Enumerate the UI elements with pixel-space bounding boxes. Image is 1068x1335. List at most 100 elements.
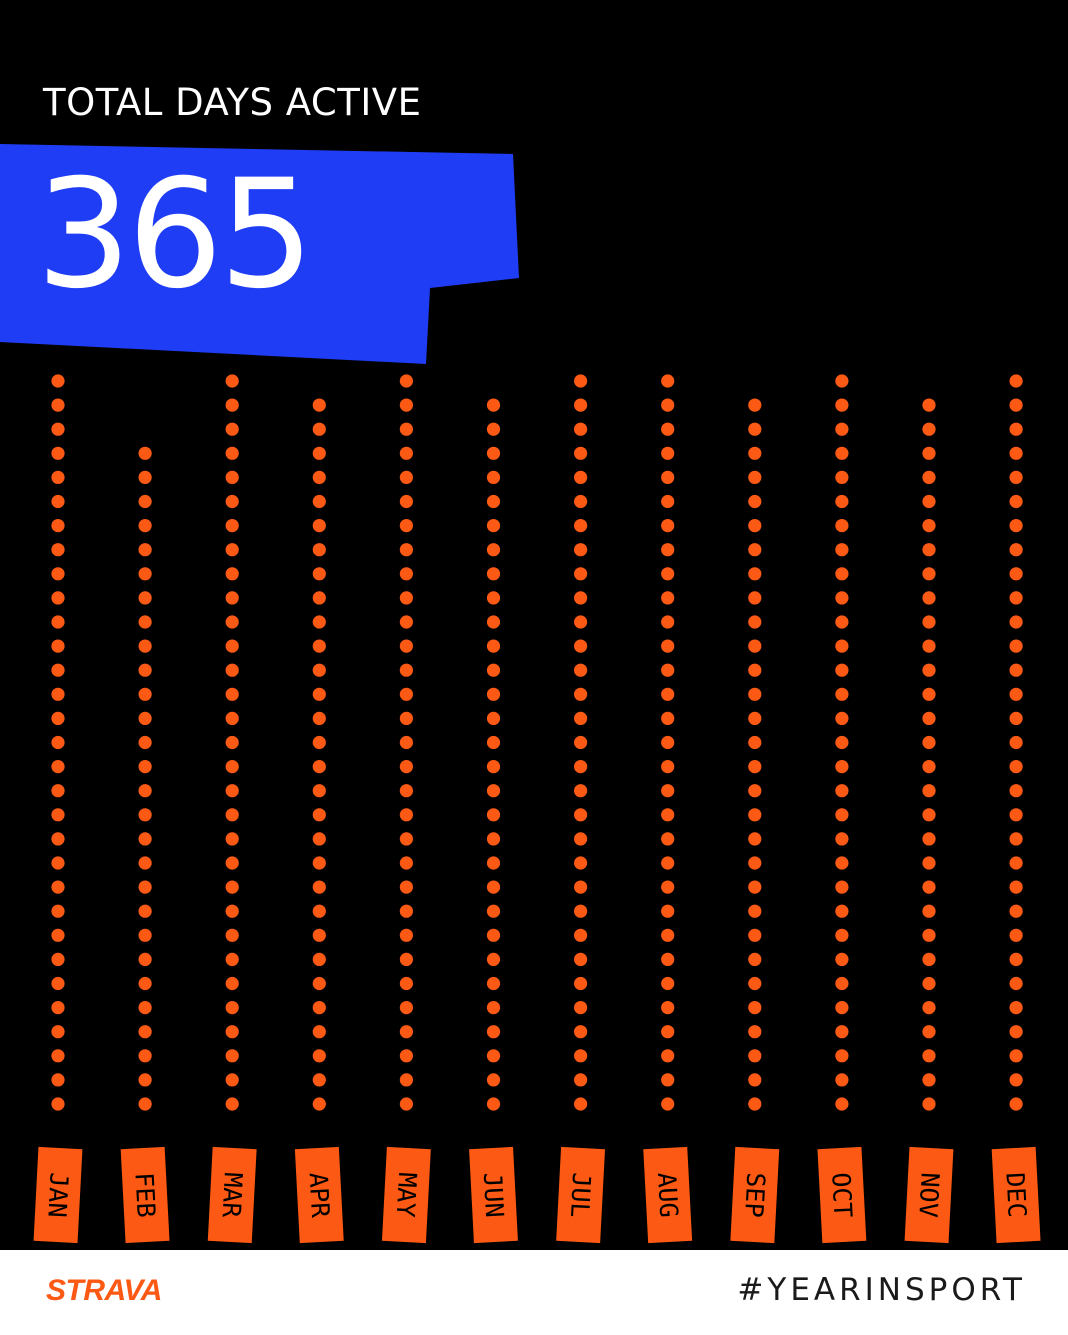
day-dot [225, 735, 239, 750]
day-dot [399, 952, 413, 967]
day-dot [486, 663, 501, 677]
month-column-jun: JUN [469, 398, 518, 1244]
month-label: JAN [42, 1172, 73, 1219]
hashtag: #YEARINSPORT [737, 1272, 1026, 1308]
day-dot [835, 591, 849, 605]
day-dot [51, 422, 65, 436]
day-dot [51, 976, 65, 991]
day-dot [748, 784, 762, 798]
day-dot [748, 1001, 762, 1015]
day-dot [661, 880, 675, 894]
day-dot [922, 928, 936, 942]
month-column-may: MAY [381, 374, 431, 1244]
month-label-box [207, 1146, 257, 1244]
day-dot [661, 470, 675, 484]
day-dot [922, 711, 936, 726]
day-dot [399, 832, 413, 846]
day-dot [225, 928, 239, 942]
day-dot [835, 808, 849, 822]
day-dot [1009, 398, 1023, 412]
day-dot [51, 470, 65, 484]
month-label-box [904, 1146, 954, 1244]
day-dot [574, 567, 588, 581]
day-dot [1009, 687, 1023, 701]
day-dot [835, 904, 849, 918]
day-dot [486, 952, 501, 967]
month-column-aug: AUG [643, 374, 693, 1244]
day-dot [51, 687, 65, 701]
day-dot [835, 639, 849, 653]
day-dot [138, 1001, 152, 1015]
day-dot [1009, 832, 1023, 846]
day-dot [835, 398, 849, 412]
day-dot [399, 446, 413, 460]
day-dot [399, 711, 413, 726]
day-dot [835, 832, 849, 846]
day-dot [138, 494, 152, 509]
day-dot [574, 952, 588, 967]
day-dot [748, 446, 762, 460]
stat-banner [0, 144, 519, 364]
day-dot [661, 543, 675, 557]
day-dot [661, 398, 675, 412]
day-dot [225, 1049, 239, 1063]
day-dot [51, 374, 65, 388]
day-dot [574, 591, 588, 605]
day-dot [51, 880, 65, 894]
day-dot [748, 567, 762, 581]
day-dot [51, 832, 65, 846]
day-dot [748, 615, 762, 629]
day-dot [399, 735, 413, 750]
day-dot [922, 687, 936, 701]
month-tag: DEC [991, 1146, 1041, 1244]
day-dot [225, 711, 239, 726]
day-dot [138, 952, 152, 967]
month-label: FEB [129, 1172, 160, 1219]
day-dot [748, 1097, 762, 1111]
month-label-box [817, 1146, 867, 1244]
day-dot [661, 1073, 675, 1087]
day-dot [835, 519, 849, 533]
day-dot [661, 446, 675, 460]
day-dot [399, 1025, 413, 1039]
day-dot [574, 1097, 588, 1111]
day-dot [1009, 639, 1023, 653]
day-dot [312, 735, 326, 750]
day-dot [399, 928, 413, 942]
day-dot [748, 760, 762, 774]
day-dot [922, 494, 936, 509]
month-label: OCT [826, 1172, 857, 1219]
month-label: SEP [739, 1172, 770, 1219]
day-dot [574, 832, 588, 846]
day-dot [486, 784, 501, 798]
day-dot [138, 856, 152, 870]
day-dot [51, 952, 65, 967]
day-dot [486, 470, 501, 484]
day-dot [399, 1073, 413, 1087]
day-dot [138, 1073, 152, 1087]
day-dot [922, 1001, 936, 1015]
day-dot [138, 1025, 152, 1039]
day-dot [399, 784, 413, 798]
month-tag: MAY [381, 1146, 431, 1244]
day-dot [312, 976, 326, 991]
day-dot [835, 760, 849, 774]
day-dot [574, 374, 588, 388]
day-dot [1009, 1049, 1023, 1063]
month-label-box [469, 1146, 518, 1244]
day-dot [486, 735, 501, 750]
day-dot [312, 519, 326, 533]
day-dot [312, 808, 326, 822]
day-dot [1009, 1001, 1023, 1015]
day-dot [138, 928, 152, 942]
day-dot [486, 856, 501, 870]
day-dot [922, 976, 936, 991]
day-dot [922, 808, 936, 822]
day-dot [312, 422, 326, 436]
day-dot [835, 1001, 849, 1015]
day-dot [748, 663, 762, 677]
day-dot [922, 567, 936, 581]
day-dot [922, 952, 936, 967]
day-dot [312, 880, 326, 894]
day-dot [748, 470, 762, 484]
